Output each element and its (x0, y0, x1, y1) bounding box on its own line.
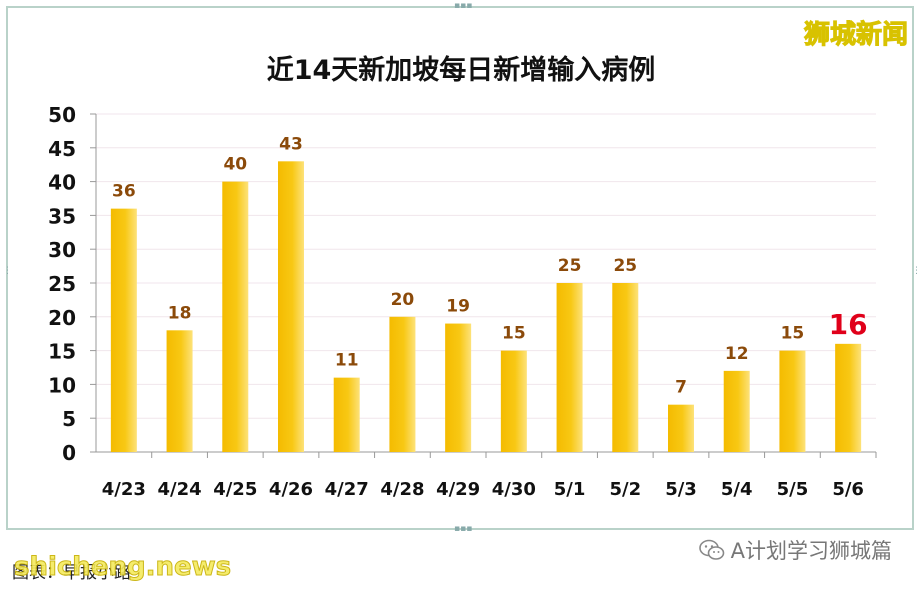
x-tick-label: 4/28 (380, 479, 424, 500)
bar (166, 330, 193, 452)
bar (779, 350, 806, 452)
x-tick-label: 5/2 (609, 479, 641, 500)
x-tick-label: 5/4 (721, 479, 753, 500)
x-tick-label: 5/5 (777, 479, 809, 500)
data-label: 11 (335, 351, 359, 371)
watermark-logo: 狮城新闻 (803, 20, 908, 51)
y-tick-label: 35 (48, 204, 76, 228)
wechat-icon (698, 539, 724, 560)
y-tick-label: 25 (48, 272, 76, 296)
y-tick-label: 40 (48, 171, 76, 195)
y-tick-label: 30 (48, 238, 76, 262)
data-label: 15 (502, 324, 526, 344)
resize-handle-right[interactable]: ⋮ (912, 266, 921, 276)
bar (723, 370, 750, 452)
x-tick-label: 4/25 (213, 479, 257, 500)
x-tick-label: 4/27 (325, 479, 369, 500)
bar (668, 404, 694, 452)
x-tick-label: 5/6 (832, 479, 864, 500)
data-label-highlight: 16 (829, 308, 868, 341)
data-label: 20 (391, 290, 415, 310)
data-label: 15 (781, 324, 805, 344)
data-label: 25 (558, 256, 582, 276)
x-tick-label: 4/24 (157, 479, 201, 500)
data-label: 36 (112, 182, 136, 202)
bar (110, 208, 137, 452)
footer-watermark-logo: shicheng.news (13, 552, 232, 583)
x-tick-label: 5/1 (554, 479, 586, 500)
y-tick-label: 5 (62, 407, 76, 431)
y-tick-label: 0 (62, 441, 76, 465)
resize-handle-left[interactable]: ⋮ (3, 266, 12, 276)
bar (278, 161, 304, 452)
chart-title: 近14天新加坡每日新增输入病例 (266, 55, 656, 86)
bar (445, 323, 472, 452)
y-tick-label: 10 (48, 373, 76, 397)
data-label: 19 (446, 297, 470, 317)
wechat-account-name: A计划学习狮城篇 (730, 539, 892, 563)
resize-handle-bottom[interactable]: ▪▪▪ (454, 524, 473, 534)
data-label: 18 (168, 303, 192, 323)
x-tick-label: 4/26 (269, 479, 313, 500)
y-tick-label: 45 (48, 137, 76, 161)
bar (835, 343, 862, 452)
data-label: 7 (675, 378, 687, 398)
bar (612, 283, 639, 452)
wechat-account: A计划学习狮城篇 (698, 535, 892, 565)
data-label: 43 (279, 134, 303, 154)
x-tick-label: 5/3 (665, 479, 697, 500)
bar (333, 377, 360, 452)
data-label: 25 (613, 256, 637, 276)
x-tick-label: 4/29 (436, 479, 480, 500)
chart-credit: 图表：早报小路 (12, 563, 131, 583)
resize-handle-top[interactable]: ▪▪▪ (454, 1, 473, 11)
y-tick-label: 50 (48, 103, 76, 127)
x-tick-label: 4/23 (102, 479, 146, 500)
x-tick-label: 4/30 (492, 479, 536, 500)
bar (556, 283, 583, 452)
data-label: 40 (223, 155, 247, 175)
y-tick-label: 20 (48, 306, 76, 330)
bar (500, 350, 527, 452)
bar (222, 181, 249, 452)
y-tick-label: 15 (48, 340, 76, 364)
bar (389, 316, 416, 452)
data-label: 12 (725, 344, 749, 364)
